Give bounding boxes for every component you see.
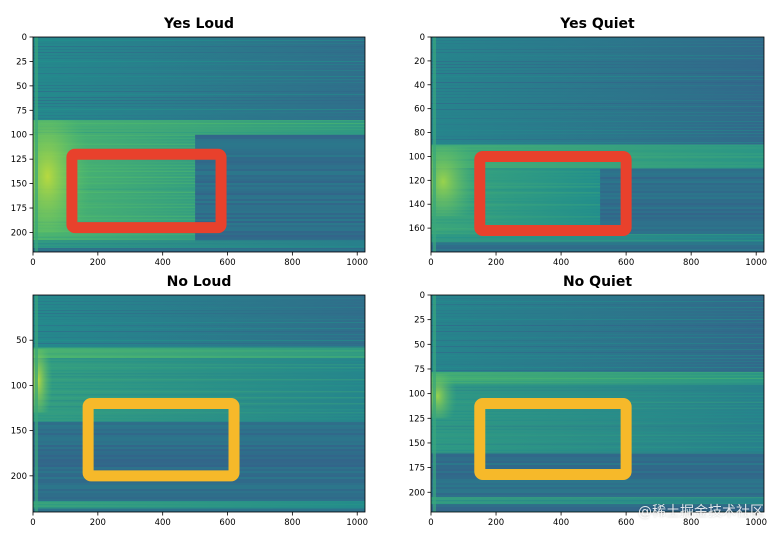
x-tick-label: 600 — [219, 518, 235, 528]
y-tick-label: 150 — [11, 427, 27, 437]
y-tick-label: 20 — [414, 57, 425, 67]
y-tick-label: 175 — [11, 204, 27, 214]
chart-title: Yes Quiet — [559, 16, 635, 32]
axes-frame — [430, 36, 765, 253]
x-tick-label: 1000 — [745, 258, 767, 268]
y-tick-label: 40 — [414, 81, 425, 91]
plot-area — [431, 37, 764, 252]
y-tick-label: 75 — [414, 365, 425, 375]
y-tick-label: 60 — [414, 105, 425, 115]
y-tick-label: 200 — [11, 472, 27, 482]
y-tick-label: 25 — [16, 57, 27, 67]
axes-frame — [32, 294, 366, 513]
chart-panel-2: 0 200 400 600 800 1000 50 100 150 200 No Loud — [11, 274, 368, 528]
x-tick-label: 800 — [683, 258, 699, 268]
y-tick-label: 80 — [414, 129, 425, 139]
spectrogram-band — [431, 234, 764, 243]
x-tick-label: 600 — [219, 258, 235, 268]
chart-panel-3: 0 200 400 600 800 1000 0 25 50 75 100 125 150 175 200 N… — [409, 274, 767, 528]
highlight-box — [66, 148, 227, 234]
spectrogram-band — [33, 347, 365, 359]
y-tick-label: 140 — [409, 200, 425, 210]
x-tick-label: 400 — [553, 518, 569, 528]
x-tick-label: 1000 — [346, 518, 368, 528]
y-tick-label: 100 — [409, 390, 425, 400]
y-tick-label: 25 — [414, 316, 425, 326]
spectrogram-band — [431, 295, 764, 372]
energy-hotspot — [33, 120, 92, 233]
chart-title: Yes Loud — [163, 16, 234, 32]
y-tick-label: 0 — [420, 291, 425, 301]
highlight-box — [474, 398, 632, 481]
y-tick-label: 100 — [409, 152, 425, 162]
y-tick-label: 200 — [409, 488, 425, 498]
x-tick-label: 0 — [30, 258, 35, 268]
spectrogram-band — [33, 295, 365, 348]
x-tick-label: 1000 — [346, 258, 368, 268]
x-tick-label: 400 — [155, 518, 171, 528]
x-tick-label: 400 — [155, 258, 171, 268]
chart-panel-0: 0 200 400 600 800 1000 0 25 50 75 100 125 150 175 200 Y… — [11, 16, 368, 268]
x-tick-label: 200 — [488, 518, 504, 528]
x-tick-label: 600 — [618, 258, 634, 268]
x-tick-label: 400 — [553, 258, 569, 268]
x-tick-label: 0 — [428, 518, 433, 528]
y-tick-label: 200 — [11, 228, 27, 238]
spectrogram-band — [431, 371, 764, 384]
y-tick-label: 100 — [11, 381, 27, 391]
x-tick-label: 0 — [428, 258, 433, 268]
y-tick-label: 100 — [11, 131, 27, 141]
axes-frame — [32, 36, 366, 253]
chart-title: No Loud — [167, 274, 232, 290]
left-edge-streak — [433, 37, 436, 252]
x-tick-label: 800 — [284, 258, 300, 268]
left-edge-streak — [35, 295, 38, 512]
y-tick-label: 50 — [16, 336, 27, 346]
y-tick-label: 125 — [409, 414, 425, 424]
watermark-text: @稀土掘金技术社区 — [638, 504, 764, 520]
x-tick-label: 1000 — [745, 518, 767, 528]
y-tick-label: 175 — [409, 464, 425, 474]
highlight-box — [82, 398, 240, 482]
chart-title: No Quiet — [563, 274, 632, 290]
x-tick-label: 0 — [30, 518, 35, 528]
y-tick-label: 160 — [409, 224, 425, 234]
chart-panel-1: 0 200 400 600 800 1000 0 20 40 60 80 100 120 140 160 Ye… — [409, 16, 767, 268]
y-tick-label: 50 — [16, 82, 27, 92]
x-tick-label: 800 — [683, 518, 699, 528]
x-tick-label: 200 — [488, 258, 504, 268]
spectrogram-band — [431, 37, 764, 145]
left-edge-streak — [433, 295, 436, 512]
x-tick-label: 800 — [284, 518, 300, 528]
highlight-box — [474, 150, 632, 236]
y-tick-label: 125 — [11, 155, 27, 165]
y-tick-label: 120 — [409, 176, 425, 186]
y-tick-label: 75 — [16, 106, 27, 116]
y-tick-label: 0 — [22, 33, 27, 43]
y-tick-label: 150 — [11, 180, 27, 190]
y-tick-label: 0 — [420, 33, 425, 43]
x-tick-label: 200 — [90, 518, 106, 528]
x-tick-label: 200 — [90, 258, 106, 268]
plot-area — [33, 37, 365, 252]
y-tick-label: 50 — [414, 340, 425, 350]
left-edge-streak — [35, 37, 38, 252]
y-tick-label: 150 — [409, 439, 425, 449]
energy-hotspot — [431, 146, 480, 217]
axes-frame — [430, 294, 765, 513]
x-tick-label: 600 — [618, 518, 634, 528]
